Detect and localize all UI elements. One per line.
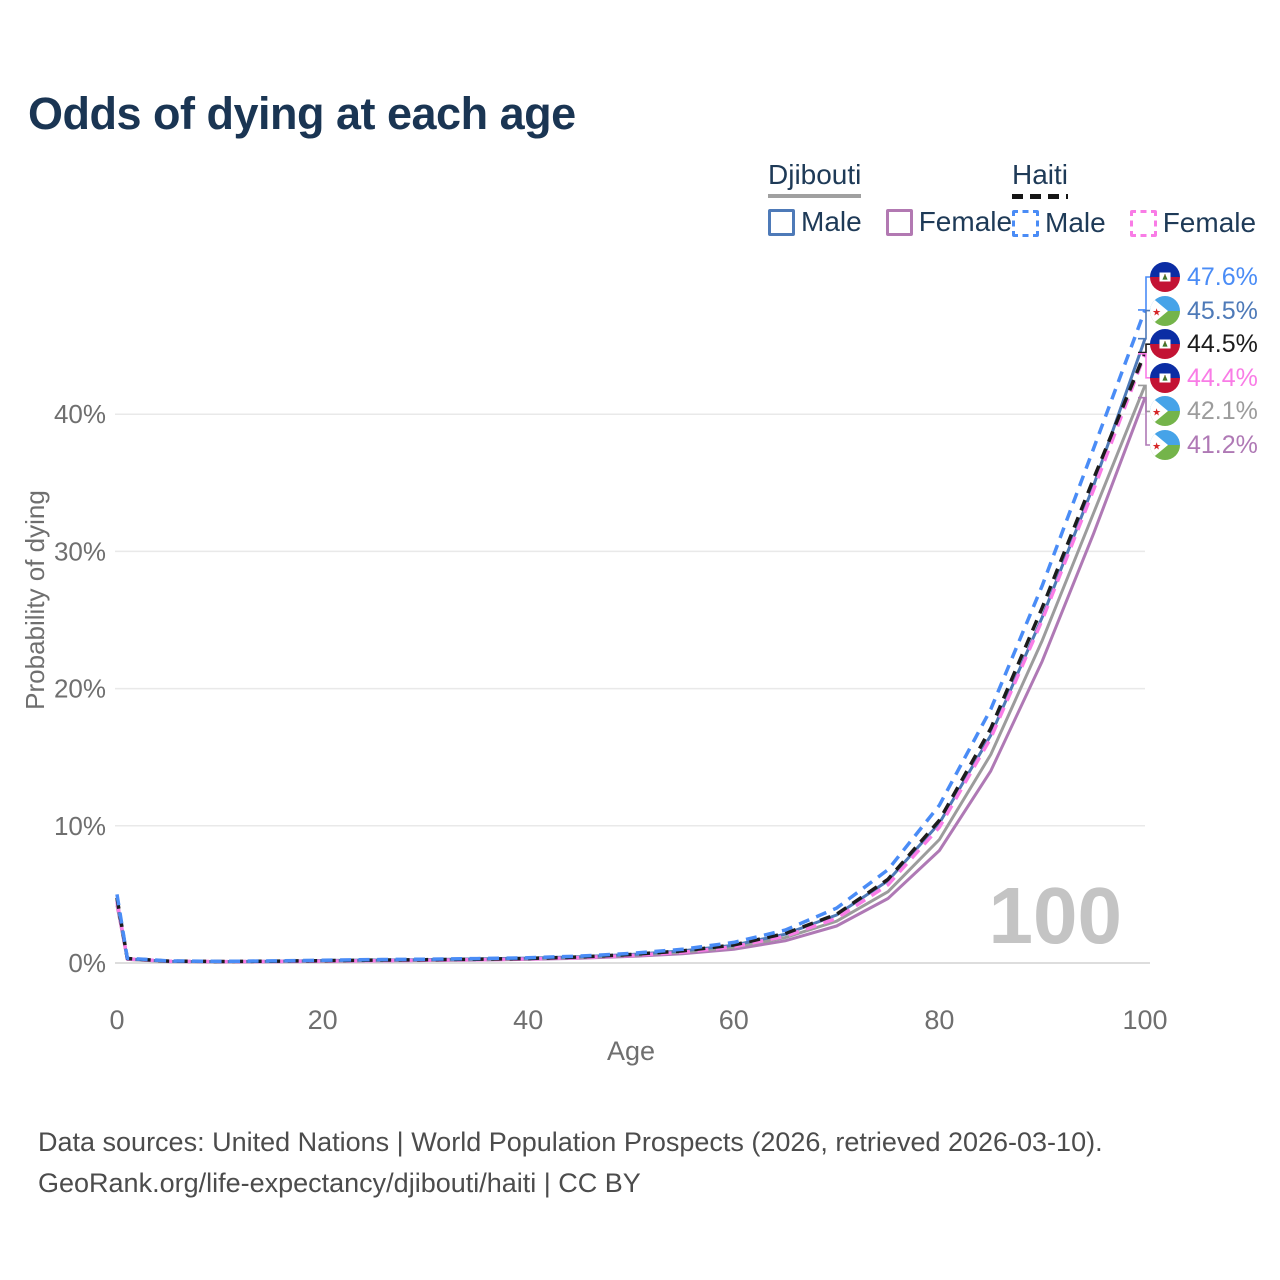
legend-items-haiti: Male Female	[1012, 209, 1256, 237]
end-label-value: 45.5%	[1187, 297, 1258, 325]
haiti-flag-icon	[1150, 262, 1180, 292]
legend-item-haiti-male[interactable]: Male	[1012, 209, 1106, 237]
x-tick-80: 80	[924, 1005, 954, 1035]
djibouti-female-swatch[interactable]	[885, 208, 913, 236]
x-tick-100: 100	[1122, 1005, 1167, 1035]
connector-haiti-female	[1138, 353, 1152, 379]
legend-item-label: Male	[801, 206, 862, 237]
chart-axis-labels: 0% 10% 20% 30% 40% 0 20 40 60 80 100 Age Probability…	[20, 399, 1168, 1066]
haiti-flag-icon	[1150, 329, 1180, 359]
end-label-haiti-total: 44.5%	[1150, 329, 1258, 359]
legend-item-haiti-female[interactable]: Female	[1129, 207, 1257, 238]
legend-item-djibouti-female[interactable]: Female	[885, 206, 1013, 237]
djibouti-flag-icon: ★	[1150, 396, 1180, 426]
end-label-value: 42.1%	[1187, 397, 1258, 425]
legend-item-label: Female	[1162, 207, 1257, 238]
svg-text:★: ★	[1152, 308, 1161, 319]
legend-country-name: Djibouti	[768, 159, 862, 190]
legend-items-djibouti: Male Female	[768, 208, 1012, 236]
djibouti-male-swatch[interactable]	[768, 208, 795, 236]
legend-country-name: Haiti	[1012, 159, 1069, 190]
end-label-value: 41.2%	[1187, 431, 1258, 459]
y-tick-40: 40%	[54, 399, 106, 429]
mortality-chart: 100 0% 10% 20% 30% 40% 0 20 40 60 80 100 Age Probabi…	[20, 276, 1168, 1066]
data-sources-line: Data sources: United Nations | World Pop…	[38, 1127, 1103, 1157]
chart-label-connectors	[1138, 276, 1152, 446]
svg-text:★: ★	[1152, 442, 1161, 453]
legend-item-label: Male	[1045, 207, 1106, 238]
x-tick-40: 40	[513, 1005, 543, 1035]
y-axis-title: Probability of dying	[20, 490, 50, 710]
series-line-djibouti-male	[115, 338, 1147, 964]
legend-item-label: Female	[918, 206, 1013, 237]
watermark-age-100: 100	[989, 871, 1122, 960]
end-label-haiti-female: 44.4%	[1150, 363, 1258, 393]
x-tick-0: 0	[109, 1005, 124, 1035]
chart-watermark: 100	[989, 871, 1122, 960]
connector-djibouti-male	[1138, 309, 1152, 340]
y-tick-20: 20%	[54, 674, 106, 704]
legend-group-haiti: Haiti Male Female	[1012, 160, 1256, 237]
end-label-value: 44.4%	[1187, 364, 1258, 392]
djibouti-flag-icon: ★	[1150, 296, 1180, 326]
haiti-line-style-swatch	[1012, 194, 1069, 199]
end-label-value: 44.5%	[1187, 330, 1258, 358]
x-tick-20: 20	[308, 1005, 338, 1035]
connector-djibouti-female	[1138, 396, 1152, 446]
djibouti-line-style-swatch	[768, 194, 862, 198]
end-label-djibouti-total: ★ 42.1%	[1150, 396, 1258, 426]
end-label-haiti-male: 47.6%	[1150, 262, 1258, 292]
legend-country-header: Haiti	[1012, 159, 1069, 199]
end-label-value: 47.6%	[1187, 263, 1258, 291]
haiti-flag-icon	[1150, 363, 1180, 393]
page-title: Odds of dying at each age	[28, 88, 576, 139]
legend-group-djibouti: Djibouti Male Female	[768, 160, 1012, 236]
footer: Data sources: United Nations | World Pop…	[38, 1122, 1103, 1204]
end-label-djibouti-male: ★ 45.5%	[1150, 296, 1258, 326]
y-tick-30: 30%	[54, 536, 106, 566]
y-tick-10: 10%	[54, 811, 106, 841]
y-tick-0: 0%	[68, 948, 106, 978]
connector-haiti-male	[1138, 276, 1152, 311]
end-label-djibouti-female: ★ 41.2%	[1150, 430, 1258, 460]
svg-text:★: ★	[1152, 408, 1161, 419]
legend-country-header: Djibouti	[768, 159, 862, 198]
attribution-line: GeoRank.org/life-expectancy/djibouti/hai…	[38, 1168, 641, 1198]
connector-haiti-total	[1138, 343, 1152, 354]
chart-series-lines	[115, 309, 1147, 964]
legend-item-djibouti-male[interactable]: Male	[768, 208, 862, 236]
series-line-haiti-male	[115, 309, 1147, 964]
x-tick-60: 60	[719, 1005, 749, 1035]
haiti-female-swatch[interactable]	[1129, 209, 1157, 237]
djibouti-flag-icon: ★	[1150, 430, 1180, 460]
haiti-male-swatch[interactable]	[1012, 209, 1039, 237]
x-axis-title: Age	[607, 1036, 655, 1066]
